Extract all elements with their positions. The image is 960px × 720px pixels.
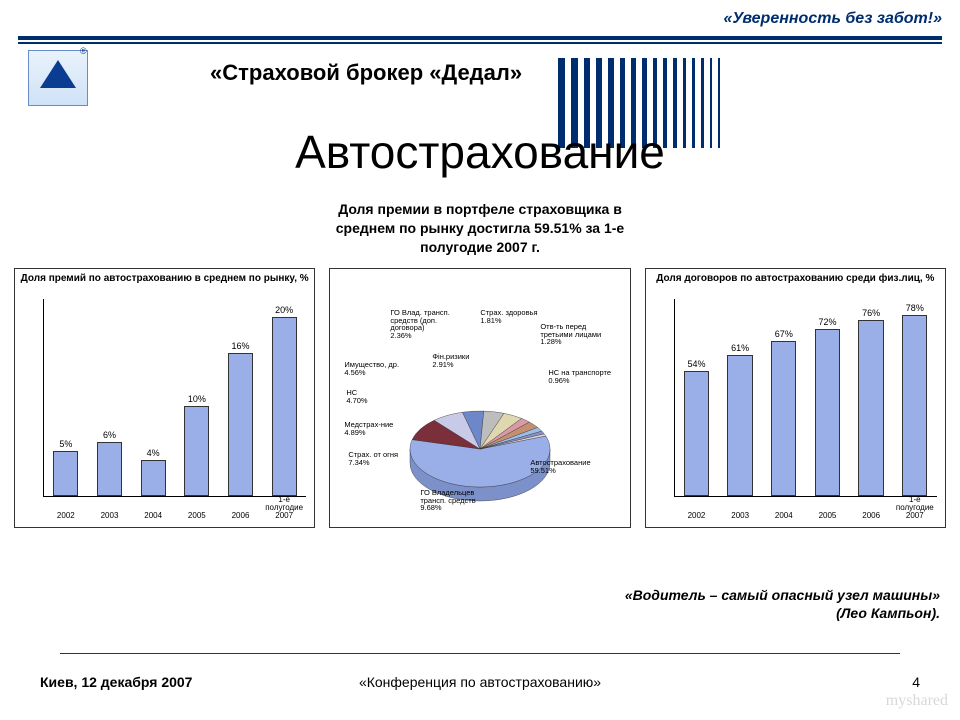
watermark: myshared [886,692,948,710]
top-slogan: «Уверенность без забот!» [723,10,942,28]
footer-page-number: 4 [912,674,920,690]
bar-category-label: 2003 [718,512,762,520]
bar [272,317,297,496]
bar-value-label: 61% [731,343,749,353]
bar-category-label: 2002 [674,512,718,520]
bar-value-label: 54% [687,359,705,369]
pie-slice-label: НС4.70% [346,389,367,404]
bar-category-label: 2004 [762,512,806,520]
bar [53,451,78,496]
bar-chart-contract-share: Доля договоров по автострахованию среди … [645,268,946,528]
pie-slice-label: Страх. от огня7.34% [348,451,398,466]
charts-row: Доля премий по автострахованию в среднем… [14,268,946,528]
bar [141,460,166,496]
bar-value-label: 4% [147,448,160,458]
company-logo [28,50,88,106]
footer-center: «Конференция по автострахованию» [0,674,960,690]
pie-slice-label: Фін.ризики2.91% [432,353,469,368]
bar [684,371,709,496]
bar [727,355,752,496]
bar-category-label: 2003 [88,512,132,520]
pie-slice-label: Отв-ть передтретьими лицами1.28% [540,323,601,346]
subtitle-line2: среднем по рынку достигла 59.51% за 1-е [336,220,624,236]
pie-slice-label: Автострахование59.51% [530,459,590,474]
subtitle: Доля премии в портфеле страховщика в сре… [0,200,960,257]
pie-slice-label: Страх. здоровья1.81% [480,309,537,324]
bar-category-label: 1-еполугодие2007 [893,496,937,520]
quote-line2: (Лео Кампьон). [836,605,940,621]
pie-slice-label: Имущество, др.4.56% [344,361,399,376]
bar-category-label: 2006 [219,512,263,520]
page-title: Автострахование [0,125,960,179]
bar-category-label: 2005 [175,512,219,520]
bar [97,442,122,496]
pie-chart-portfolio: Автострахование59.51% ГО Владельцевтрансп… [329,268,630,528]
quote-block: «Водитель – самый опасный узел машины» (… [625,586,940,622]
pie-slice-label: Медстрах-ние4.89% [344,421,393,436]
pie-slice-label: ГО Влад. трансп.средств (доп.договора)2.… [390,309,449,339]
logo-registered-icon: ® [80,46,87,56]
bar-value-label: 20% [275,305,293,315]
bar-value-label: 78% [906,303,924,313]
chart3-title: Доля договоров по автострахованию среди … [646,269,945,284]
bar-value-label: 16% [231,341,249,351]
bar-category-label: 2006 [849,512,893,520]
bar-category-label: 2005 [805,512,849,520]
bar-value-label: 72% [818,317,836,327]
bar [771,341,796,496]
subtitle-line3: полугодие 2007 г. [420,239,540,255]
bar-value-label: 6% [103,430,116,440]
bar-chart-premium-share: Доля премий по автострахованию в среднем… [14,268,315,528]
pie-slice-label: ГО Владельцевтрансп. средств9.68% [420,489,475,512]
bar-value-label: 10% [188,394,206,404]
bar-category-label: 2002 [44,512,88,520]
bar-category-label: 2004 [131,512,175,520]
footer-rule [60,653,900,654]
bar [815,329,840,496]
bar-value-label: 5% [59,439,72,449]
chart1-plot-area: 5%20026%20034%200410%200516%200620%1-епо… [43,299,306,497]
chart2-title [330,269,629,273]
chart3-plot-area: 54%200261%200367%200472%200576%200678%1-… [674,299,937,497]
top-rule-thin [18,42,942,44]
bar-value-label: 67% [775,329,793,339]
bar-category-label: 1-еполугодие2007 [262,496,306,520]
pie-slice-label: НС на транспорте0.96% [548,369,611,384]
bar-value-label: 76% [862,308,880,318]
bar [902,315,927,496]
top-rule-thick [18,36,942,40]
logo-triangle-icon [40,60,76,88]
bar [858,320,883,496]
chart1-title: Доля премий по автострахованию в среднем… [15,269,314,284]
bar [184,406,209,496]
subtitle-line1: Доля премии в портфеле страховщика в [338,201,622,217]
quote-line1: «Водитель – самый опасный узел машины» [625,587,940,603]
bar [228,353,253,496]
